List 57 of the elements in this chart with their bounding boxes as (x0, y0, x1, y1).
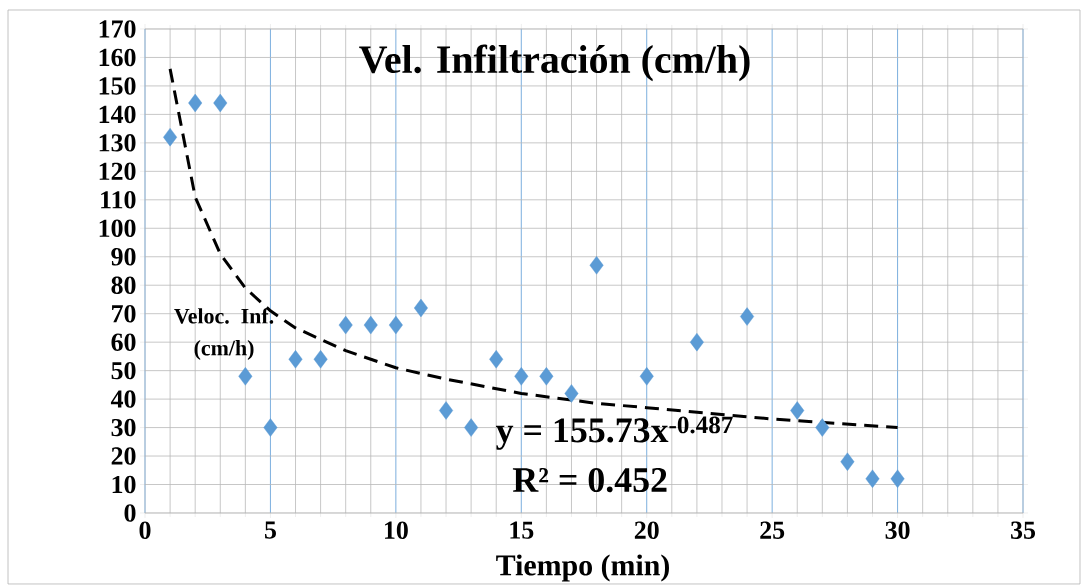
point (790, 401, 805, 420)
point (464, 418, 479, 437)
point (263, 418, 278, 437)
point (213, 93, 228, 113)
x-tick-label: 30 (885, 521, 910, 539)
point (238, 367, 253, 386)
x-tick-label: 35 (1011, 521, 1036, 539)
point (439, 401, 453, 420)
y-tick-label: 170 (99, 20, 136, 38)
point (539, 367, 554, 386)
point (890, 469, 905, 489)
y-tick-label: 80 (111, 276, 136, 294)
annotation: R² = 0.452 (512, 467, 667, 493)
y-tick-label: 10 (112, 475, 136, 494)
y-tick-label: 120 (99, 162, 136, 181)
chart-title: Vel. Infiltración (cm/h) (359, 44, 750, 82)
point (514, 367, 529, 386)
point (489, 350, 504, 369)
point (740, 307, 755, 326)
x-tick-label: 20 (634, 521, 659, 539)
y-tick-label: 50 (111, 361, 136, 380)
point (414, 298, 428, 318)
x-tick-label: 0 (139, 521, 151, 539)
y-tick-label: 160 (99, 48, 136, 67)
x-tick-label: 25 (760, 521, 785, 539)
y-tick-label: 150 (99, 77, 136, 95)
y-tick-label: 60 (111, 333, 136, 351)
y-tick-label: 30 (111, 418, 136, 437)
point (865, 469, 880, 489)
y-tick-label: 110 (101, 191, 136, 209)
point (639, 367, 654, 386)
point (363, 315, 378, 335)
y-axis-title: Veloc. Inf. (cm/h) (174, 307, 274, 360)
y-tick-label: 100 (99, 219, 136, 238)
point (388, 315, 403, 335)
x-tick-label: 15 (510, 521, 534, 539)
y-tick-label: 0 (124, 504, 136, 522)
x-tick-label: 5 (264, 521, 276, 539)
x-axis-title: Tiempo (min) (496, 554, 669, 582)
point (840, 452, 855, 471)
annotation: y = 155.73x$^{-0.487}$ (495, 416, 733, 450)
y-tick-label: 40 (110, 390, 136, 408)
point (288, 350, 303, 369)
point (689, 332, 704, 352)
y-tick-label: 70 (112, 304, 136, 323)
point (188, 93, 203, 113)
point (589, 256, 604, 275)
y-tick-label: 130 (99, 134, 136, 152)
point (564, 384, 579, 403)
point (815, 418, 830, 437)
point (313, 350, 328, 369)
y-tick-label: 90 (111, 248, 136, 266)
y-tick-label: 140 (99, 105, 136, 124)
point (338, 315, 353, 335)
x-tick-label: 10 (384, 521, 408, 539)
point (163, 127, 178, 147)
y-tick-label: 20 (111, 447, 136, 465)
